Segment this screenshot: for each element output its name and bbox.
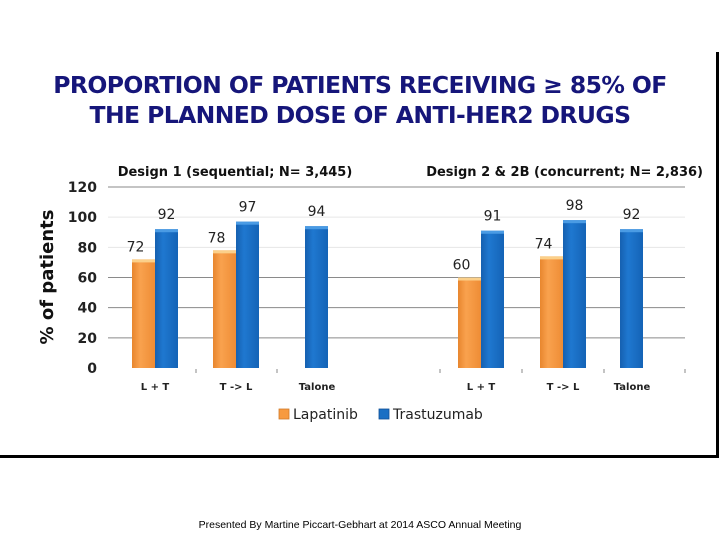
data-label-trastuzumab: 98 (566, 198, 584, 214)
data-label-trastuzumab: 97 (239, 200, 257, 216)
bar-trastuzumab (305, 226, 328, 368)
y-tick-label: 120 (68, 180, 97, 196)
x-tick-label: L + T (141, 382, 170, 393)
legend: Lapatinib Trastuzumab (278, 407, 483, 423)
bar-lapatinib-cap (540, 256, 563, 260)
data-label-trastuzumab: 91 (484, 209, 502, 225)
bar-chart: 0 20 40 60 80 100 120 % of patients Design 1 (… (37, 165, 703, 423)
bar-lapatinib (213, 250, 236, 368)
panel-label: Design 1 (sequential; N= 3,445) (118, 165, 353, 180)
bar-trastuzumab-cap (481, 230, 504, 234)
bar-trastuzumab-cap (155, 229, 178, 233)
bar-lapatinib (540, 256, 563, 368)
x-tick-label: Talone (614, 382, 651, 393)
bar-trastuzumab (620, 229, 643, 368)
data-label-trastuzumab: 92 (158, 207, 176, 223)
data-label-lapatinib: 74 (535, 236, 553, 252)
title-line-1: PROPORTION OF PATIENTS RECEIVING ≥ 85% O… (53, 71, 667, 99)
legend-swatch-trastuzumab (378, 408, 390, 420)
data-label-lapatinib: 72 (127, 239, 145, 255)
y-axis-label: % of patients (37, 210, 58, 345)
data-label-trastuzumab: 92 (623, 207, 641, 223)
x-tick-label: Talone (299, 382, 336, 393)
y-axis-ticks: 0 20 40 60 80 100 120 (68, 180, 97, 377)
gridlines (108, 186, 685, 339)
presenter-credit: Presented By Martine Piccart-Gebhart at … (198, 519, 522, 531)
data-label-trastuzumab: 94 (308, 204, 326, 220)
frame-border-bottom (0, 455, 719, 458)
bar-trastuzumab-cap (620, 229, 643, 233)
panel-label: Design 2 & 2B (concurrent; N= 2,836) (426, 165, 703, 180)
y-tick-label: 60 (78, 271, 98, 287)
data-label-lapatinib: 60 (453, 258, 471, 274)
bar-trastuzumab (155, 229, 178, 368)
bar-trastuzumab-cap (563, 220, 586, 224)
title-line-2: THE PLANNED DOSE OF ANTI-HER2 DRUGS (89, 101, 631, 129)
x-tick-label: L + T (467, 382, 496, 393)
y-tick-label: 0 (87, 361, 97, 377)
y-tick-label: 80 (78, 240, 98, 256)
x-axis-ticks: L + T T -> L Talone L + T T -> L Talone (141, 369, 686, 393)
x-tick-label: T -> L (547, 382, 580, 393)
bar-lapatinib-cap (458, 277, 481, 281)
y-tick-label: 100 (68, 210, 97, 226)
y-tick-label: 40 (78, 301, 98, 317)
slide-title: PROPORTION OF PATIENTS RECEIVING ≥ 85% O… (40, 70, 680, 130)
legend-label-lapatinib: Lapatinib (293, 407, 358, 423)
bar-trastuzumab (481, 230, 504, 368)
legend-label-trastuzumab: Trastuzumab (392, 407, 483, 423)
panel-labels: Design 1 (sequential; N= 3,445) Design 2 … (118, 165, 703, 180)
bar-lapatinib (458, 277, 481, 368)
bar-lapatinib-cap (132, 259, 155, 263)
bar-lapatinib-cap (213, 250, 236, 254)
bar-trastuzumab-cap (236, 221, 259, 225)
bar-trastuzumab-cap (305, 226, 328, 230)
bar-lapatinib (132, 259, 155, 368)
bar-trastuzumab (236, 221, 259, 368)
bar-trastuzumab (563, 220, 586, 368)
data-label-lapatinib: 78 (208, 230, 226, 246)
y-tick-label: 20 (78, 331, 98, 347)
legend-swatch-lapatinib (278, 408, 290, 420)
x-tick-label: T -> L (220, 382, 253, 393)
frame-border-right (716, 52, 719, 458)
bars: 72 92 78 97 94 60 91 74 98 92 (127, 198, 643, 368)
